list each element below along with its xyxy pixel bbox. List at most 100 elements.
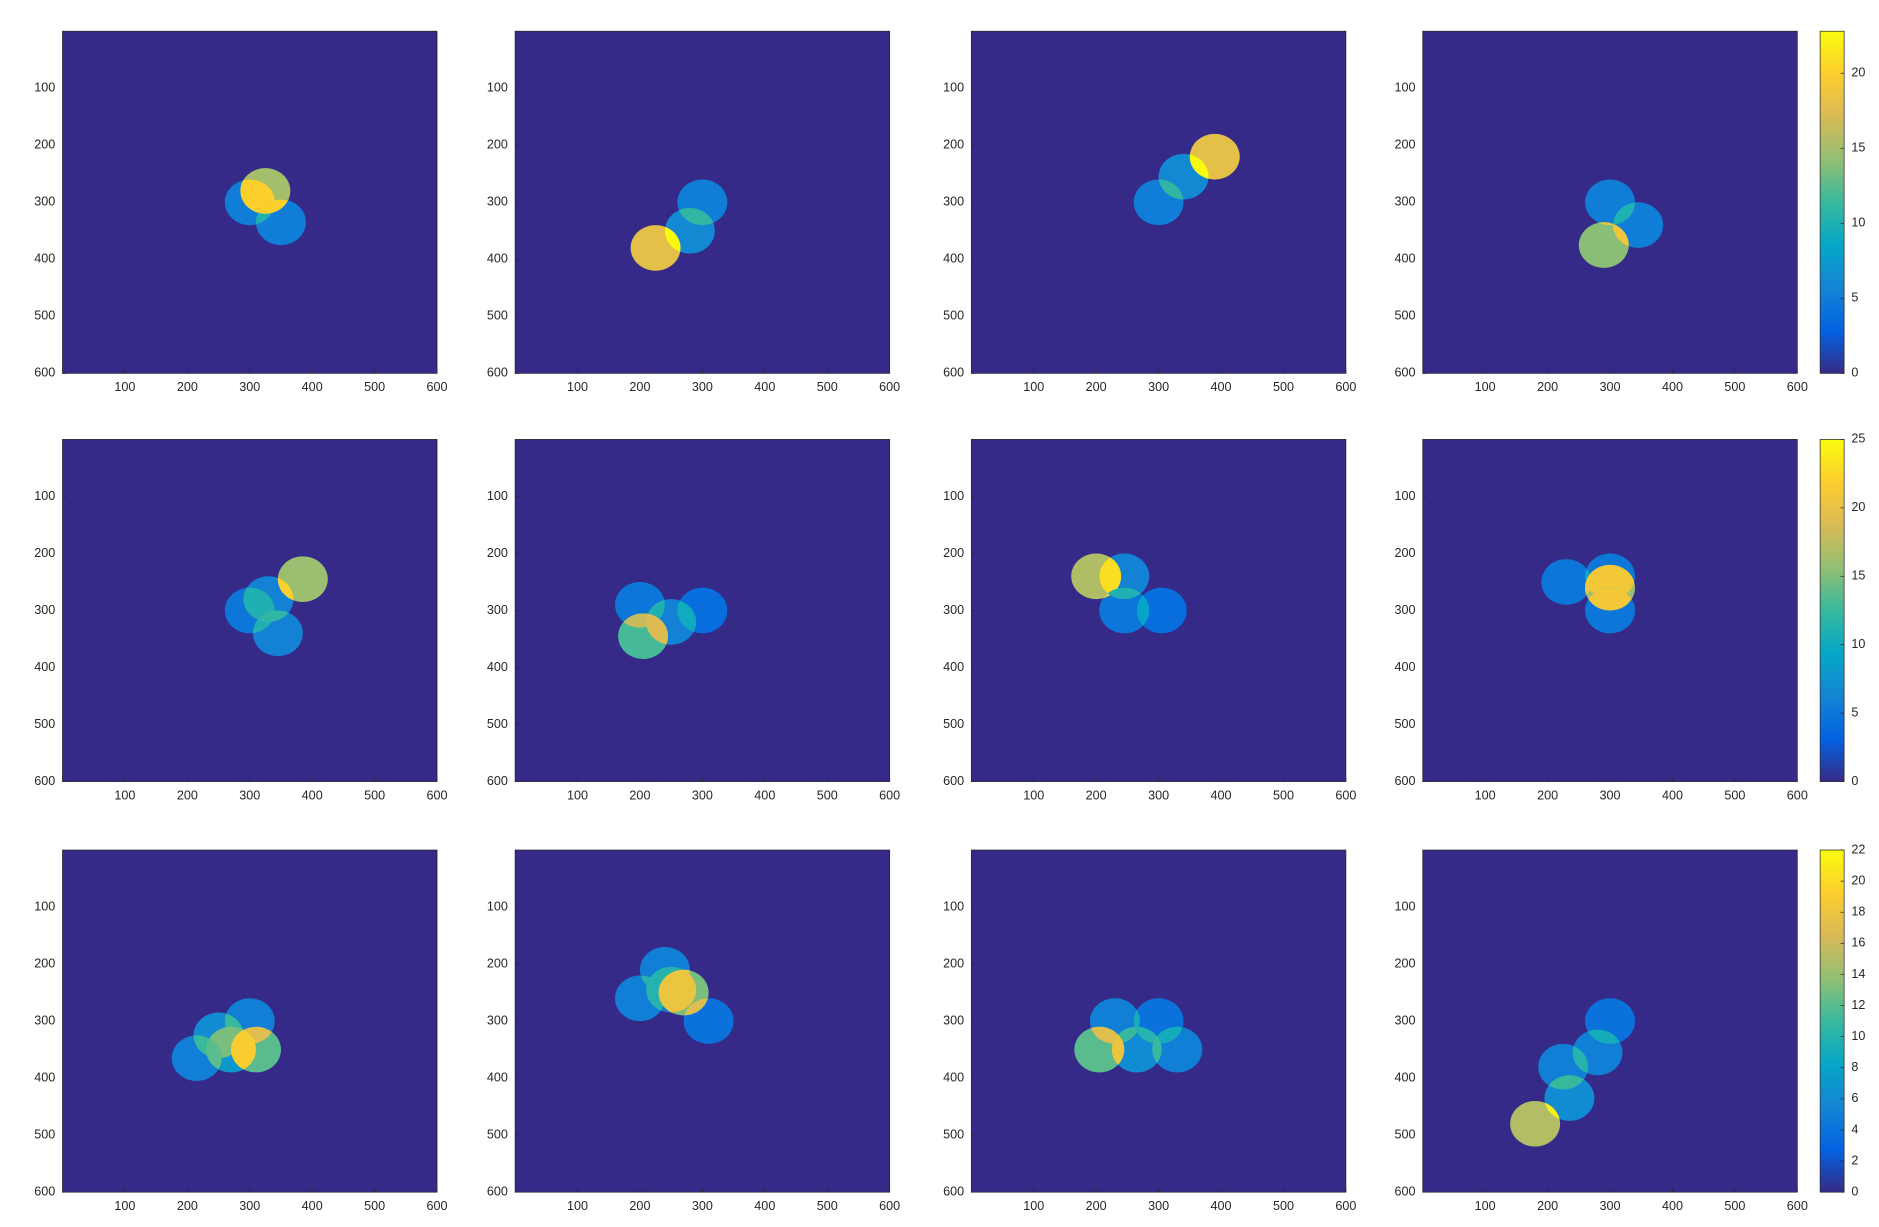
- image: [224, 556, 328, 657]
- y-tick-label: 300: [487, 1013, 508, 1027]
- y-tick-label: 200: [1395, 138, 1416, 152]
- circle: [1136, 587, 1187, 634]
- y-tick-label: 500: [943, 1127, 964, 1141]
- x-tick-label: 600: [1335, 788, 1356, 802]
- overlap: [1613, 222, 1629, 248]
- circle: [1541, 559, 1592, 605]
- overlap: [1152, 1026, 1184, 1044]
- x-tick-label: 100: [114, 1199, 135, 1213]
- x-tick-label: 300: [1148, 380, 1169, 394]
- panel: 100 200 300 400 500 600 100 200 300 400 500 600: [487, 30, 900, 394]
- y-tick-label: 100: [34, 899, 55, 913]
- y-tick-label: 600: [34, 366, 55, 380]
- x-tick-label: 600: [1787, 788, 1808, 802]
- x-tick-label: 600: [1335, 380, 1356, 394]
- overlap: [240, 179, 275, 214]
- y-tick-label: 400: [943, 660, 964, 674]
- y-tick-label: 300: [1395, 195, 1416, 209]
- x-tick-label: 100: [1475, 1199, 1496, 1213]
- y-tick-label: 200: [34, 956, 55, 970]
- colorbar: [1819, 30, 1845, 374]
- y-tick-label: 300: [943, 195, 964, 209]
- x-tick-label: 400: [754, 380, 775, 394]
- x-tick-label: 200: [629, 788, 650, 802]
- overlap: [646, 599, 665, 628]
- colorbar-tick-label: 14: [1851, 967, 1865, 981]
- colorbar-tick-label: 10: [1851, 637, 1865, 651]
- image: [1578, 179, 1664, 268]
- colorbar-tick-label: 22: [1851, 842, 1865, 856]
- circle: [1510, 1100, 1561, 1147]
- y-tick-label: 100: [1395, 899, 1416, 913]
- x-tick-label: 600: [1787, 380, 1808, 394]
- image: [614, 946, 734, 1044]
- y-tick-label: 100: [943, 81, 964, 95]
- y-tick-label: 500: [487, 717, 508, 731]
- panel: 100 200 300 400 500 600 100 200 300 400 500 600: [487, 849, 900, 1213]
- colorbar-tick-label: 5: [1851, 705, 1858, 719]
- colorbar-tick-label: 20: [1851, 66, 1865, 80]
- y-tick-label: 100: [34, 81, 55, 95]
- y-tick-label: 600: [943, 774, 964, 788]
- x-tick-label: 100: [1475, 788, 1496, 802]
- x-tick-label: 100: [1475, 380, 1496, 394]
- y-tick-label: 300: [1395, 1013, 1416, 1027]
- image: [1074, 998, 1203, 1073]
- y-tick-label: 400: [487, 1070, 508, 1084]
- y-tick-label: 100: [943, 489, 964, 503]
- y-tick-label: 200: [487, 138, 508, 152]
- y-tick-label: 200: [943, 138, 964, 152]
- overlap: [1572, 1043, 1589, 1076]
- y-tick-label: 200: [487, 546, 508, 560]
- overlap: [1111, 1026, 1140, 1044]
- x-tick-label: 200: [1086, 380, 1107, 394]
- overlap: [224, 1012, 244, 1044]
- overlap: [1099, 553, 1122, 600]
- y-tick-label: 500: [34, 309, 55, 323]
- panel: 100 200 300 400 500 600 100 200 300 400 500 600: [943, 439, 1356, 802]
- y-tick-label: 400: [487, 252, 508, 266]
- y-tick-label: 500: [943, 717, 964, 731]
- x-tick-label: 500: [1724, 788, 1745, 802]
- y-tick-label: 500: [943, 309, 964, 323]
- y-tick-label: 600: [487, 774, 508, 788]
- overlap: [683, 998, 709, 1016]
- colorbar-tick-label: 6: [1851, 1091, 1858, 1105]
- overlap: [277, 576, 294, 602]
- colorbar: [1819, 439, 1845, 782]
- x-tick-label: 300: [239, 1199, 260, 1213]
- overlap: [243, 587, 275, 622]
- y-tick-label: 200: [1395, 546, 1416, 560]
- image: [1071, 553, 1187, 634]
- x-tick-label: 300: [239, 788, 260, 802]
- y-tick-label: 600: [487, 1185, 508, 1199]
- x-tick-label: 100: [567, 788, 588, 802]
- x-tick-label: 200: [1086, 788, 1107, 802]
- x-tick-label: 100: [567, 1199, 588, 1213]
- y-tick-label: 300: [34, 603, 55, 617]
- x-tick-label: 600: [427, 788, 448, 802]
- panel: 100 200 300 400 500 600 100 200 300 400 500 600 0 2 4 6…: [1395, 842, 1866, 1213]
- x-tick-label: 600: [879, 1199, 900, 1213]
- panel: 100 200 300 400 500 600 100 200 300 400 500 600: [34, 849, 448, 1213]
- colorbar-tick-label: 20: [1851, 500, 1865, 514]
- image: [1510, 998, 1635, 1147]
- x-tick-label: 300: [692, 1199, 713, 1213]
- x-tick-label: 400: [1211, 1199, 1232, 1213]
- colorbar-tick-label: 0: [1851, 366, 1858, 380]
- y-tick-label: 600: [487, 366, 508, 380]
- overlap: [1585, 587, 1636, 611]
- overlap: [664, 225, 681, 254]
- y-tick-label: 200: [487, 956, 508, 970]
- x-tick-label: 400: [754, 788, 775, 802]
- y-tick-label: 400: [943, 1070, 964, 1084]
- x-tick-label: 600: [879, 788, 900, 802]
- y-tick-label: 500: [34, 1127, 55, 1141]
- y-tick-label: 400: [1395, 660, 1416, 674]
- y-tick-label: 400: [487, 660, 508, 674]
- y-tick-label: 600: [1395, 366, 1416, 380]
- x-tick-label: 500: [364, 380, 385, 394]
- image: [630, 179, 728, 271]
- y-tick-label: 100: [943, 899, 964, 913]
- x-tick-label: 600: [427, 380, 448, 394]
